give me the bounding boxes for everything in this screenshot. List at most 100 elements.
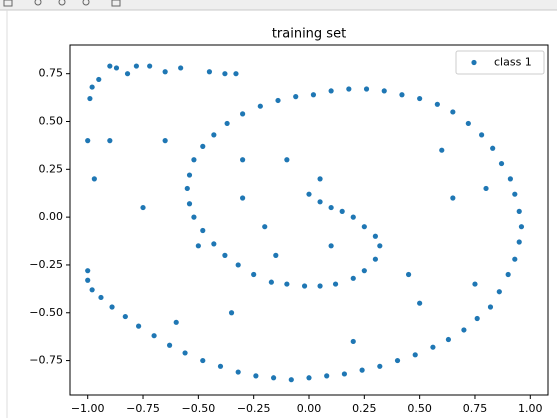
point bbox=[222, 252, 228, 258]
point bbox=[293, 94, 299, 100]
point bbox=[257, 103, 263, 109]
point bbox=[496, 289, 502, 295]
point bbox=[195, 243, 201, 249]
point bbox=[361, 268, 367, 274]
point bbox=[253, 373, 259, 379]
point bbox=[211, 132, 217, 138]
point bbox=[430, 344, 436, 350]
point bbox=[450, 109, 456, 115]
point bbox=[490, 145, 496, 151]
point bbox=[251, 271, 257, 278]
point bbox=[350, 338, 356, 345]
y-tick-label: −0.50 bbox=[29, 306, 63, 319]
point bbox=[516, 208, 522, 214]
point bbox=[162, 69, 168, 75]
point bbox=[381, 88, 387, 94]
point bbox=[191, 214, 197, 220]
point bbox=[498, 160, 505, 167]
point bbox=[417, 95, 423, 102]
point bbox=[235, 262, 241, 268]
point bbox=[377, 243, 383, 249]
point bbox=[505, 271, 511, 278]
point bbox=[465, 120, 471, 127]
point bbox=[191, 157, 197, 163]
y-tick-label: 0.25 bbox=[39, 162, 64, 175]
point bbox=[184, 185, 190, 192]
point bbox=[133, 63, 139, 69]
point bbox=[140, 204, 146, 211]
point bbox=[268, 279, 274, 285]
point bbox=[217, 363, 224, 369]
point bbox=[483, 185, 489, 192]
point bbox=[85, 138, 91, 144]
point bbox=[377, 363, 383, 369]
point bbox=[346, 86, 352, 92]
x-tick-label: −0.75 bbox=[126, 402, 160, 415]
point bbox=[186, 172, 193, 178]
point bbox=[445, 336, 452, 343]
point bbox=[200, 143, 206, 149]
point bbox=[372, 233, 378, 239]
point bbox=[306, 375, 312, 381]
point bbox=[328, 243, 334, 249]
point bbox=[518, 224, 525, 230]
point bbox=[341, 371, 348, 377]
legend-box bbox=[455, 50, 545, 75]
point bbox=[273, 252, 279, 258]
point bbox=[306, 191, 312, 197]
point bbox=[284, 157, 290, 163]
point bbox=[328, 204, 334, 211]
point bbox=[85, 277, 91, 283]
point bbox=[89, 84, 95, 90]
point bbox=[439, 147, 445, 153]
point bbox=[147, 63, 153, 69]
y-tick-label: −0.25 bbox=[29, 258, 63, 271]
x-tick-label: 0.25 bbox=[352, 402, 377, 415]
x-tick-label: 0.00 bbox=[297, 402, 322, 415]
point bbox=[89, 287, 95, 293]
point bbox=[107, 138, 113, 144]
point bbox=[417, 300, 423, 306]
point bbox=[275, 97, 281, 104]
point bbox=[394, 357, 401, 364]
y-tick-label: −0.75 bbox=[29, 354, 63, 367]
point bbox=[262, 224, 268, 230]
point bbox=[233, 71, 239, 77]
point bbox=[206, 69, 213, 75]
point bbox=[507, 176, 513, 182]
point bbox=[487, 304, 494, 310]
chart-title: training set bbox=[272, 27, 346, 42]
point bbox=[113, 65, 120, 71]
point bbox=[412, 352, 418, 358]
point bbox=[240, 111, 246, 117]
point bbox=[474, 315, 480, 322]
legend-marker bbox=[471, 59, 477, 66]
point bbox=[405, 271, 412, 278]
point bbox=[109, 304, 115, 310]
point bbox=[301, 283, 308, 289]
point bbox=[350, 214, 356, 220]
point bbox=[317, 176, 323, 182]
point bbox=[98, 294, 104, 301]
point bbox=[173, 319, 179, 325]
point bbox=[186, 201, 193, 207]
point bbox=[359, 367, 365, 373]
point bbox=[96, 76, 102, 83]
point bbox=[228, 310, 235, 316]
point bbox=[136, 323, 142, 329]
point bbox=[182, 350, 188, 356]
y-tick-label: 0.75 bbox=[39, 67, 64, 80]
point bbox=[450, 195, 456, 201]
point bbox=[91, 176, 97, 182]
point bbox=[166, 342, 173, 348]
point bbox=[310, 92, 317, 98]
point bbox=[479, 132, 485, 138]
x-tick-label: 1.00 bbox=[518, 402, 543, 415]
point bbox=[235, 369, 241, 375]
toolbar-icons[interactable] bbox=[3, 0, 121, 7]
point bbox=[363, 86, 370, 92]
point bbox=[350, 275, 356, 281]
point bbox=[372, 256, 378, 262]
point bbox=[472, 281, 478, 287]
x-tick-label: −0.50 bbox=[181, 402, 215, 415]
